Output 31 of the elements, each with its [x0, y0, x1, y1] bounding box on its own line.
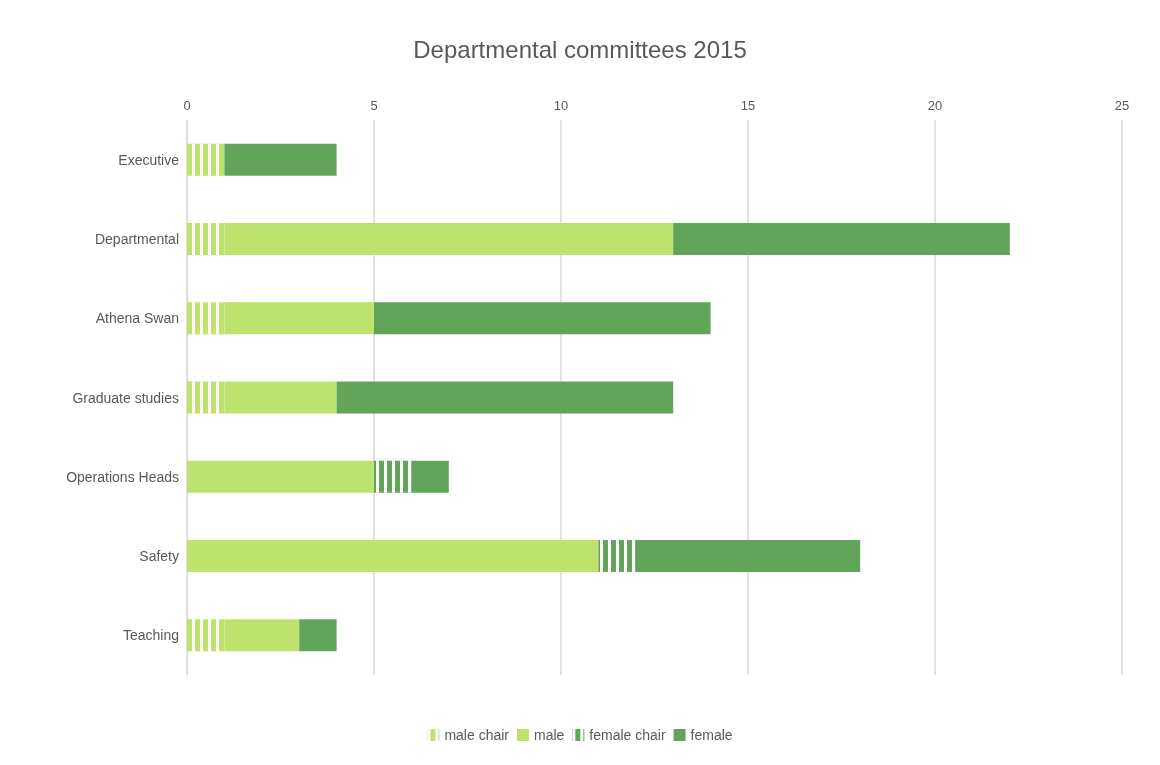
x-tick-label: 15: [740, 98, 756, 113]
y-tick-label: Safety: [139, 548, 179, 565]
bar: [224, 619, 300, 652]
x-tick-label: 5: [370, 98, 378, 113]
y-tick-label: Operations Heads: [66, 468, 179, 485]
bar: [673, 222, 1010, 255]
x-tick-label: 25: [1114, 98, 1130, 113]
x-tick-label: 20: [927, 98, 943, 113]
bar: [187, 540, 599, 573]
y-tick-label: Teaching: [122, 627, 179, 644]
bar: [224, 381, 337, 414]
bar: [224, 143, 337, 176]
bar: [336, 381, 674, 414]
legend-label: female chair: [589, 727, 666, 743]
bar: [187, 460, 374, 493]
bar: [224, 222, 674, 255]
y-tick-label: Departmental: [94, 230, 179, 247]
y-tick-label: Athena Swan: [95, 310, 179, 327]
bar: [635, 540, 861, 573]
bar: [411, 460, 449, 493]
bar: [374, 302, 711, 335]
y-tick-label: Executive: [118, 151, 180, 168]
legend-label: female: [690, 727, 733, 743]
legend-label: male chair: [444, 727, 510, 743]
legend-label: male: [533, 727, 565, 743]
bar: [224, 302, 374, 335]
x-tick-label: 0: [183, 98, 191, 113]
x-tick-label: 10: [553, 98, 569, 113]
chart-title: Departmental committees 2015: [413, 35, 747, 63]
y-tick-label: Graduate studies: [72, 389, 179, 406]
bar: [299, 619, 337, 652]
